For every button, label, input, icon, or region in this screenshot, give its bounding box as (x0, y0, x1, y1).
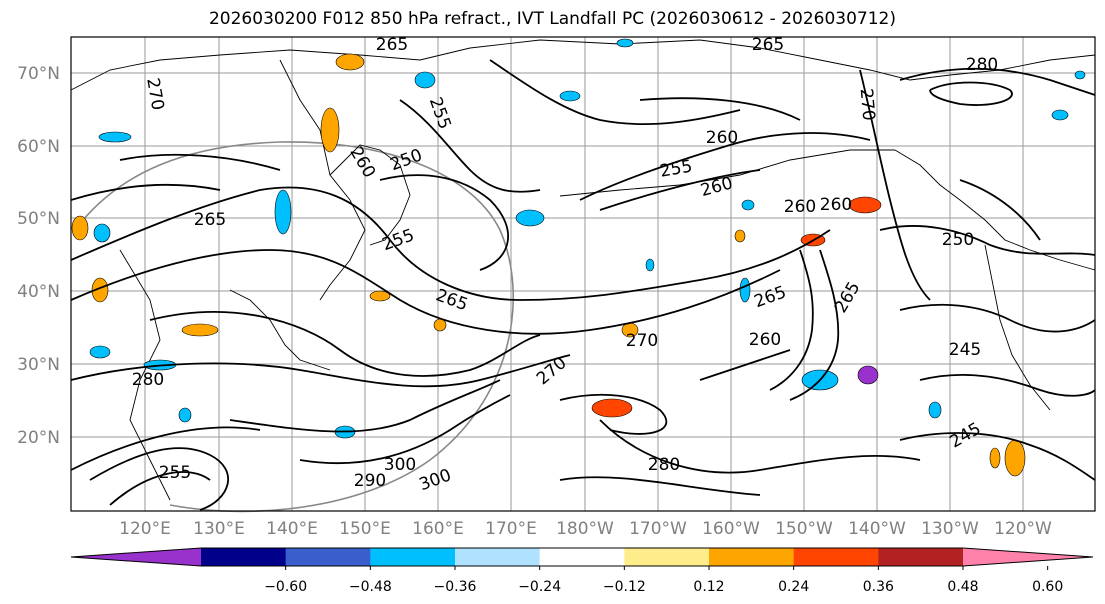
anomaly-blob (1004, 439, 1026, 477)
latitude-labels: 70°N 60°N 50°N 40°N 30°N 20°N (17, 64, 60, 448)
anomaly-blob (274, 189, 292, 235)
lon-label: 180°W (556, 519, 614, 539)
anomaly-blob (645, 258, 655, 272)
contour-label: 260 (820, 195, 852, 215)
colorbar-tick-label: 0.60 (1032, 579, 1063, 595)
plot-frame (70, 36, 1096, 512)
longitude-labels: 120°E 130°E 140°E 150°E 160°E 170°E 180°W 170°W… (119, 519, 1052, 539)
contour-label: 300 (384, 455, 416, 475)
anomaly-blob (734, 229, 746, 243)
colorbar-segment (370, 548, 456, 566)
anomaly-blob (739, 277, 751, 303)
lat-label: 70°N (17, 64, 60, 84)
lon-label: 170°E (485, 519, 537, 539)
anomaly-blob (93, 223, 111, 243)
contour-label: 260 (706, 128, 738, 148)
anomaly-blob (71, 215, 89, 241)
lat-label: 60°N (17, 137, 60, 157)
anomaly-blob (178, 407, 192, 423)
colorbar-tick-label: −0.24 (518, 579, 561, 595)
colorbar-segment (455, 548, 541, 566)
lon-label: 160°E (412, 519, 464, 539)
lon-label: 130°W (921, 519, 979, 539)
contour-label: 260 (749, 330, 781, 350)
plot-area (71, 37, 1095, 511)
anomaly-blob (369, 290, 391, 302)
anomaly-blob (181, 323, 219, 337)
colorbar: −0.60 −0.48 −0.36 −0.24 −0.12 0.12 0.24 0.36 0.4… (70, 547, 1094, 595)
contour-label: 280 (132, 370, 164, 390)
contour-label: 260 (784, 197, 816, 217)
lat-label: 40°N (17, 282, 60, 302)
anomaly-blob (928, 401, 942, 419)
lon-label: 120°E (119, 519, 171, 539)
colorbar-tick-label: −0.48 (349, 579, 392, 595)
colorbar-segment (709, 548, 795, 566)
coastlines (70, 39, 1096, 501)
contour-label: 265 (752, 35, 784, 55)
contour-label: 270 (856, 88, 879, 122)
anomaly-blob (515, 209, 545, 227)
colorbar-extend-max (963, 548, 1093, 566)
colorbar-extend-min (71, 548, 201, 566)
contour-label: 245 (949, 340, 981, 360)
anomaly-blob (616, 38, 634, 48)
colorbar-tick-label: −0.36 (434, 579, 477, 595)
anomaly-blob (559, 90, 581, 102)
colorbar-segment (201, 548, 287, 566)
lon-label: 140°W (848, 519, 906, 539)
lat-label: 50°N (17, 209, 60, 229)
anomaly-blob (848, 196, 882, 214)
lon-label: 140°E (266, 519, 318, 539)
anomaly-blob (989, 447, 1001, 469)
anomaly-blob (1074, 70, 1086, 80)
anomaly-blob (414, 71, 436, 89)
landfall-circle (74, 141, 515, 513)
lon-label: 150°E (339, 519, 391, 539)
anomaly-blob (89, 345, 111, 359)
anomaly-blob (98, 131, 132, 143)
colorbar-tick-label: 0.24 (778, 579, 809, 595)
lon-label: 130°E (193, 519, 245, 539)
colorbar-segment (285, 548, 371, 566)
anomaly-blob (1051, 109, 1069, 121)
contour-label: 280 (966, 55, 998, 75)
colorbar-tick-label: 0.36 (863, 579, 894, 595)
contour-label: 255 (159, 463, 191, 483)
colorbar-tick-label: 0.12 (693, 579, 724, 595)
map-title: 2026030200 F012 850 hPa refract., IVT La… (208, 9, 896, 29)
anomaly-blob (741, 199, 755, 211)
contour-label: 290 (354, 471, 386, 491)
contour-label: 270 (626, 331, 658, 351)
anomaly-blob (591, 398, 633, 418)
filled-anomalies (71, 38, 1086, 477)
lon-label: 120°W (994, 519, 1052, 539)
contour-label: 265 (376, 35, 408, 55)
colorbar-tick-label: 0.48 (947, 579, 978, 595)
colorbar-segment (539, 548, 625, 566)
lon-label: 160°W (702, 519, 760, 539)
contour-label: 265 (194, 210, 226, 230)
colorbar-tick-label: −0.60 (264, 579, 307, 595)
contour-label: 250 (942, 230, 974, 250)
contour-lines (70, 59, 1096, 511)
colorbar-segment (878, 548, 964, 566)
colorbar-segment (624, 548, 710, 566)
anomaly-blob (91, 277, 109, 303)
anomaly-blob (857, 365, 879, 385)
contour-label: 280 (648, 455, 680, 475)
anomaly-blob (335, 53, 365, 71)
lat-label: 20°N (17, 428, 60, 448)
colorbar-tick-label: −0.12 (603, 579, 646, 595)
lon-label: 170°W (629, 519, 687, 539)
colorbar-outline (70, 547, 1094, 567)
lat-label: 30°N (17, 355, 60, 375)
lon-label: 150°W (775, 519, 833, 539)
anomaly-blob (320, 107, 340, 153)
colorbar-segment (793, 548, 879, 566)
